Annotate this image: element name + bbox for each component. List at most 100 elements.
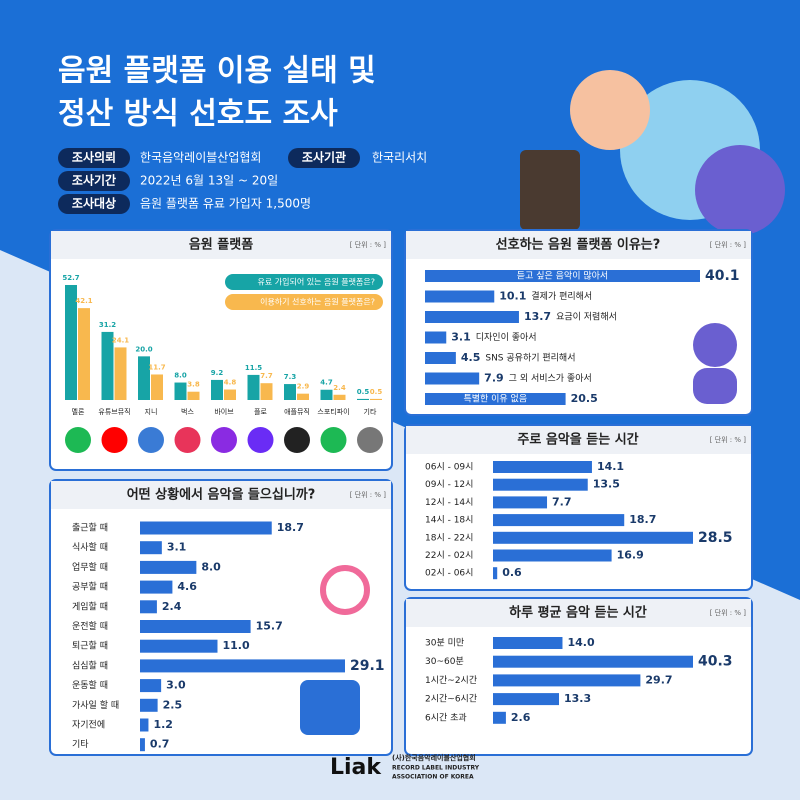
value-label: 0.7 xyxy=(150,738,170,751)
y-tick-label: 09시 - 12시 xyxy=(425,479,473,490)
bus-icon xyxy=(300,680,360,735)
unit: [ 단위 : % ] xyxy=(710,240,747,249)
value-label: 0.5 xyxy=(357,388,370,396)
bar xyxy=(140,659,345,673)
y-tick-label: 업무할 때 xyxy=(72,562,108,573)
value-label: 2.9 xyxy=(297,383,310,391)
info-text: 2022년 6월 13일 ~ 20일 xyxy=(140,174,278,188)
x-tick-label: 플로 xyxy=(254,408,267,416)
x-tick-label: 스포티파이 xyxy=(317,407,349,416)
value-label: 13.7 xyxy=(524,310,551,323)
unit: [ 단위 : % ] xyxy=(350,490,387,499)
y-tick-label: 공부할 때 xyxy=(72,582,108,593)
platform-icon xyxy=(320,427,347,453)
person-icon xyxy=(693,368,737,404)
bar xyxy=(493,531,693,544)
bar xyxy=(260,383,273,400)
bar xyxy=(493,693,560,706)
decoration xyxy=(520,150,580,230)
bar xyxy=(174,382,187,400)
info-label: 조사의뢰 xyxy=(72,150,116,165)
bar xyxy=(493,655,693,668)
y-tick-label: 퇴근할 때 xyxy=(72,641,108,652)
info: 조사의뢰 한국음악레이블산업협회 조사기관 한국리서치 조사기간 2022년 6… xyxy=(58,148,427,214)
bar xyxy=(65,285,77,400)
title: 음원 플랫폼 이용 실태 및 xyxy=(58,54,376,89)
value-label: 14.0 xyxy=(567,636,594,649)
value-label: 40.1 xyxy=(705,268,740,284)
info-label: 조사대상 xyxy=(72,196,116,211)
value-label: 31.2 xyxy=(99,321,116,329)
y-tick-label: 식사할 때 xyxy=(72,542,108,553)
value-label: 52.7 xyxy=(62,274,79,282)
bar xyxy=(140,521,272,535)
y-tick-label: 게임할 때 xyxy=(72,600,108,612)
bar xyxy=(140,738,145,752)
value-label: 7.7 xyxy=(552,495,572,508)
bar xyxy=(493,461,592,473)
bar xyxy=(425,352,456,364)
category-label: 듣고 싶은 음악이 많아서 xyxy=(517,270,608,282)
bar xyxy=(493,711,506,724)
bar xyxy=(101,331,114,400)
value-label: 29.7 xyxy=(645,673,672,686)
value-label: 11.0 xyxy=(222,639,249,652)
bar xyxy=(140,541,162,555)
value-label: 7.7 xyxy=(260,372,273,380)
value-label: 4.8 xyxy=(224,379,237,387)
value-label: 29.1 xyxy=(350,658,385,674)
bar xyxy=(493,674,641,687)
value-label: 7.3 xyxy=(284,373,297,381)
bar xyxy=(138,356,150,400)
x-tick-label: 멜론 xyxy=(72,408,85,416)
platform-icon xyxy=(284,427,310,453)
y-tick-label: 30분 미만 xyxy=(425,638,464,649)
category-label: 결제가 편리해서 xyxy=(531,290,592,302)
value-label: 28.5 xyxy=(698,530,733,546)
info-pill xyxy=(58,194,130,214)
bar xyxy=(493,567,498,580)
y-tick-label: 운동할 때 xyxy=(72,680,108,691)
decoration xyxy=(570,70,650,150)
bar xyxy=(140,718,149,732)
panel-title: 선호하는 음원 플랫폼 이유는? xyxy=(496,237,661,253)
person-icon xyxy=(693,323,737,367)
y-tick-label: 30~60분 xyxy=(425,656,464,667)
bar xyxy=(493,637,563,649)
value-label: 4.6 xyxy=(177,580,197,593)
info-pill xyxy=(288,148,360,168)
y-tick-label: 18시 - 22시 xyxy=(425,532,473,543)
bar xyxy=(211,379,223,400)
platform-icon xyxy=(65,427,91,453)
x-tick-label: 바이브 xyxy=(214,407,234,416)
panel-title: 주로 음악을 듣는 시간 xyxy=(517,432,638,448)
platform-icon xyxy=(247,427,274,453)
bar xyxy=(425,372,480,385)
panel-header xyxy=(406,426,751,454)
info-text: 한국리서치 xyxy=(372,151,427,165)
footer-en: RECORD LABEL INDUSTRY xyxy=(392,765,480,772)
bar xyxy=(151,374,163,400)
value-label: 4.5 xyxy=(461,351,481,364)
y-tick-label: 2시간~6시간 xyxy=(425,694,477,705)
info-text: 음원 플랫폼 유료 가입자 1,500명 xyxy=(140,197,311,211)
value-label: 20.0 xyxy=(135,345,152,353)
bar xyxy=(425,311,519,323)
bar xyxy=(247,374,260,400)
y-tick-label: 6시간 초과 xyxy=(425,712,467,723)
decoration xyxy=(695,145,785,235)
y-tick-label: 22시 - 02시 xyxy=(425,550,473,561)
y-tick-label: 자기전에 xyxy=(72,720,105,731)
bar xyxy=(297,393,309,400)
info-pill xyxy=(58,148,130,168)
panel-header xyxy=(406,599,751,627)
value-label: 14.1 xyxy=(597,460,624,473)
value-label: 2.4 xyxy=(333,384,346,392)
y-tick-label: 06시 - 09시 xyxy=(425,462,473,473)
panel-title: 하루 평균 음악 듣는 시간 xyxy=(509,605,647,621)
info-text: 한국음악레이블산업협회 xyxy=(140,151,261,165)
bar xyxy=(140,620,251,633)
headphones-icon xyxy=(320,565,370,615)
legend-pill xyxy=(225,274,383,290)
value-label: 2.6 xyxy=(511,711,531,724)
